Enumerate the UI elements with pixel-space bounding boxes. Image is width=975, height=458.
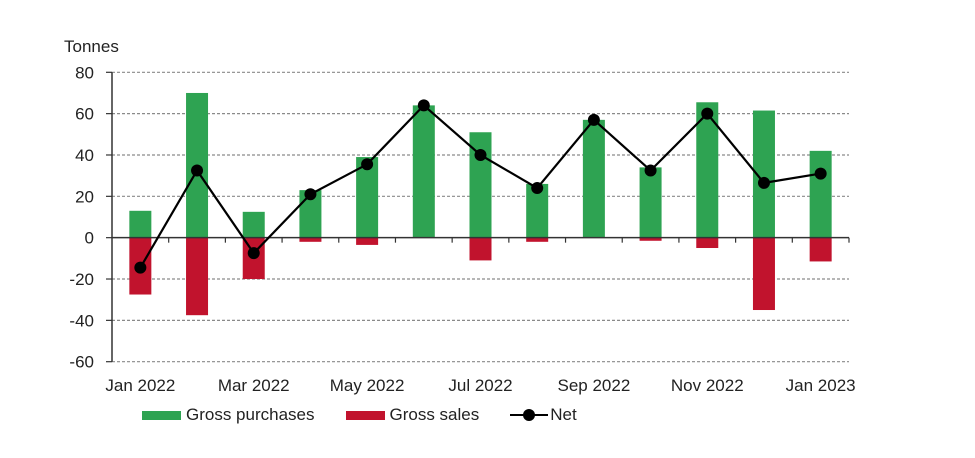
y-tick-label: 20	[75, 187, 94, 206]
net-line-marker-icon	[510, 409, 549, 421]
gross-sales-swatch	[345, 410, 385, 420]
axes	[111, 72, 850, 362]
gross-sales-bar	[186, 237, 209, 316]
gross-purchases-bar	[582, 119, 605, 238]
legend: Gross purchases Gross sales Net	[142, 405, 608, 425]
net-point	[587, 113, 600, 126]
net-point	[361, 158, 374, 171]
y-tick-label: 60	[75, 105, 94, 124]
net-point	[757, 176, 770, 189]
net-point	[644, 164, 657, 177]
gross-purchases-bar	[129, 210, 152, 238]
net-point	[474, 148, 487, 161]
legend-label: Gross sales	[389, 405, 480, 424]
net-point	[701, 107, 714, 120]
chart: Tonnes 80 60 40 20 0 -20 -40 -60 Jan 2022 Mar 20…	[64, 37, 856, 395]
gross-purchases-bar	[356, 157, 379, 238]
gross-sales-bar	[639, 237, 662, 241]
net-point	[191, 164, 204, 177]
gross-purchases-bar	[242, 211, 265, 238]
net-line	[134, 99, 827, 274]
x-tick-label: Jan 2023	[786, 376, 856, 395]
legend-label: Gross purchases	[186, 405, 315, 424]
y-tick-label: 80	[75, 63, 94, 82]
x-tick-label: Nov 2022	[671, 376, 744, 395]
legend-item-net[interactable]: Net	[510, 405, 577, 425]
gross-purchases-bar	[412, 105, 435, 238]
gross-sales-bar	[526, 237, 549, 242]
net-point	[247, 247, 260, 260]
gross-purchases-bar	[809, 150, 832, 238]
bars	[129, 92, 832, 316]
legend-label: Net	[550, 405, 577, 424]
y-tick-label: 0	[85, 229, 94, 248]
net-point	[134, 261, 147, 274]
net-point	[814, 167, 827, 180]
y-tick-label: -20	[69, 270, 94, 289]
x-tick-label: Sep 2022	[557, 376, 630, 395]
gross-sales-bar	[469, 237, 492, 261]
y-tick-label: -60	[69, 353, 94, 372]
x-tick-labels: Jan 2022 Mar 2022 May 2022 Jul 2022 Sep 2022…	[105, 376, 855, 395]
gross-sales-bar	[696, 237, 719, 249]
gross-sales-bar	[299, 237, 322, 242]
gross-purchases-bar	[696, 102, 719, 238]
y-tick-labels: 80 60 40 20 0 -20 -40 -60	[69, 63, 94, 371]
gross-purchases-bar	[639, 167, 662, 238]
gridlines	[106, 71, 849, 363]
legend-item-gross-sales[interactable]: Gross sales	[345, 405, 480, 425]
y-axis-title: Tonnes	[64, 37, 119, 56]
gross-sales-bar	[809, 237, 832, 262]
x-tick-label: Jul 2022	[448, 376, 512, 395]
gross-sales-bar	[752, 237, 775, 311]
gross-sales-bar	[356, 237, 379, 245]
gross-purchases-bar	[299, 190, 322, 238]
gross-purchases-swatch	[142, 410, 181, 420]
x-tick-label: Jan 2022	[105, 376, 175, 395]
y-tick-label: -40	[69, 311, 94, 330]
x-tick-label: May 2022	[330, 376, 405, 395]
gross-purchases-bar	[752, 110, 775, 238]
legend-item-gross-purchases[interactable]: Gross purchases	[142, 405, 315, 425]
net-point	[304, 188, 317, 201]
net-point	[417, 99, 430, 112]
x-tick-label: Mar 2022	[218, 376, 290, 395]
y-tick-label: 40	[75, 146, 94, 165]
gross-purchases-bar	[526, 183, 549, 238]
net-point	[531, 182, 544, 195]
